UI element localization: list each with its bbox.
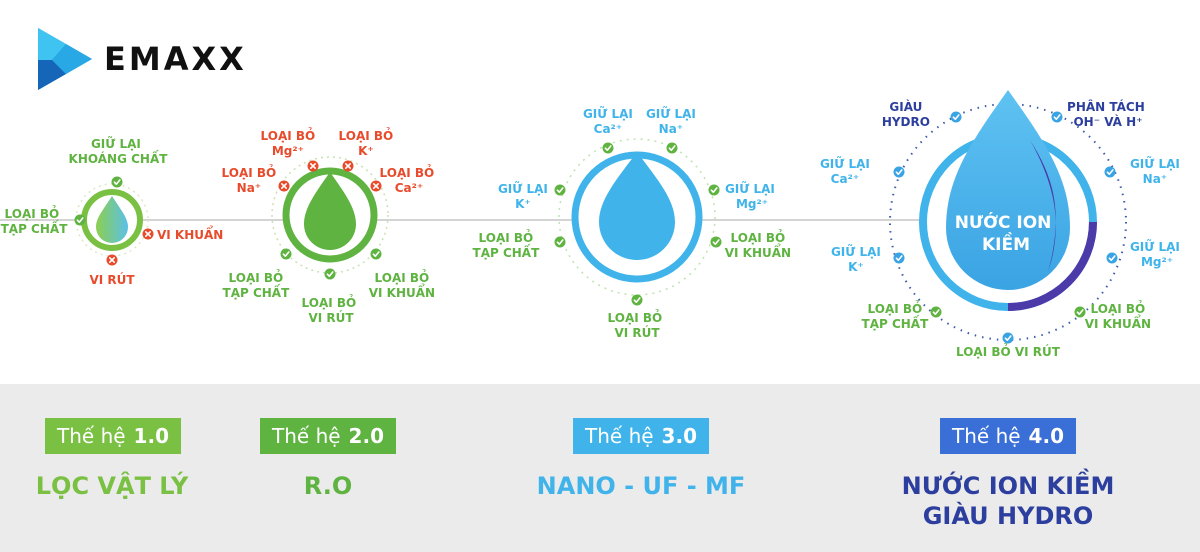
gen4-drop-icon xyxy=(946,90,1070,290)
gen2-mg-label: LOẠI BỎ xyxy=(261,127,316,143)
svg-text:LOẠI BỎ Mg²⁺ LOẠI: LOẠI BỎ Mg²⁺ LOẠI BỎ K⁺ LOẠI BỎ Na⁺ LOẠI… xyxy=(222,127,439,195)
gen1-badge: Thế hệ 1.0 xyxy=(45,418,181,454)
gen4-badge: Thế hệ 4.0 xyxy=(940,418,1076,454)
gen4-na-label: GIỮ LẠI xyxy=(1130,156,1180,171)
gen4-hydro-label: GIÀU xyxy=(889,99,922,114)
gen2-drop-icon xyxy=(304,172,356,250)
check-icon xyxy=(710,236,722,248)
gen1-stage: GIỮ LẠI KHOÁNG CHẤT LOẠI BỎ TẠP CHẤT VI … xyxy=(1,136,224,287)
gen2-stage: LOẠI BỎ Mg²⁺ LOẠI BỎ K⁺ LOẠI BỎ Na⁺ LOẠI… xyxy=(222,127,440,325)
check-icon xyxy=(1051,111,1063,123)
check-icon xyxy=(554,184,566,196)
gen4-name: NƯỚC ION KIỀM GIÀU HYDRO xyxy=(901,472,1115,530)
gen4-mg-label: GIỮ LẠI xyxy=(1130,239,1180,254)
gen4-ca-label: GIỮ LẠI xyxy=(820,156,870,171)
svg-text:GIỮ LẠI Ca²⁺ GIỮ L: GIỮ LẠI Ca²⁺ GIỮ LẠI Na⁺ GIỮ LẠI K⁺ GIỮ … xyxy=(820,156,1184,274)
check-icon xyxy=(950,111,962,123)
check-icon xyxy=(1104,166,1116,178)
cross-icon xyxy=(307,160,319,172)
gen4-k-label: GIỮ LẠI xyxy=(831,244,881,259)
svg-text:LOẠI BỎ TẠP CHẤT L: LOẠI BỎ TẠP CHẤT LOẠI BỎ VI KHUẨN LOẠI B… xyxy=(223,269,440,325)
gen4-tap-label: LOẠI BỎ xyxy=(868,300,923,316)
gen3-vk-label: LOẠI BỎ xyxy=(731,229,786,245)
gen3-name: NANO - UF - MF xyxy=(536,472,746,500)
svg-text:LOẠI BỎ TẠP CHẤT: LOẠI BỎ TẠP CHẤT xyxy=(1,205,69,236)
check-icon xyxy=(1106,252,1118,264)
gen2-vk-label: LOẠI BỎ xyxy=(375,269,430,285)
emaxx-logo-icon xyxy=(38,28,92,90)
gen4-vk-label: LOẠI BỎ xyxy=(1091,300,1146,316)
check-icon xyxy=(74,214,86,226)
generation-band xyxy=(0,384,1200,552)
svg-text:NƯỚC ION KIỀM: NƯỚC ION KIỀM xyxy=(955,211,1058,255)
gen1-bottom-label: VI RÚT xyxy=(89,272,135,287)
gen1-left-label: LOẠI BỎ xyxy=(5,205,60,221)
check-icon xyxy=(1074,306,1086,318)
cross-icon xyxy=(106,254,118,266)
check-icon xyxy=(631,294,643,306)
gen2-na-label: LOẠI BỎ xyxy=(222,164,277,180)
gen4-vr-label: LOẠI BỎ VI RÚT xyxy=(956,343,1061,359)
gen4-center-label: NƯỚC ION xyxy=(955,211,1052,233)
gen1-top-label: GIỮ LẠI xyxy=(91,136,141,151)
check-icon xyxy=(554,236,566,248)
check-icon xyxy=(602,142,614,154)
gen3-mg-label: GIỮ LẠI xyxy=(725,181,775,196)
gen2-tap-label: LOẠI BỎ xyxy=(229,269,284,285)
cross-icon xyxy=(278,180,290,192)
cross-icon xyxy=(342,160,354,172)
gen1-right-label: VI KHUẨN xyxy=(157,225,223,242)
gen3-ca-label: GIỮ LẠI xyxy=(583,106,633,121)
check-icon xyxy=(708,184,720,196)
check-icon xyxy=(893,252,905,264)
gen3-vr-label: LOẠI BỎ xyxy=(608,309,663,325)
gen3-drop-icon xyxy=(599,152,675,260)
check-icon xyxy=(1002,332,1014,344)
gen2-k-label: LOẠI BỎ xyxy=(339,127,394,143)
gen1-name: LỌC VẬT LÝ xyxy=(35,472,189,500)
cross-icon xyxy=(142,228,154,240)
logo: EMAXX xyxy=(36,26,247,92)
gen4-stage: NƯỚC ION KIỀM GIÀU HYDRO PHÂN TÁCH OH⁻ V… xyxy=(820,90,1184,359)
gen3-na-label: GIỮ LẠI xyxy=(646,106,696,121)
svg-text:LOẠI BỎ TẠP CHẤT L: LOẠI BỎ TẠP CHẤT LOẠI BỎ VI KHUẨN LOẠI B… xyxy=(473,229,796,340)
svg-text:LOẠI BỎ TẠP CHẤT L: LOẠI BỎ TẠP CHẤT LOẠI BỎ VI KHUẨN LOẠI B… xyxy=(862,300,1156,359)
check-icon xyxy=(930,306,942,318)
svg-text:GIÀU HYDRO PHÂN TÁ: GIÀU HYDRO PHÂN TÁCH OH⁻ VÀ H⁺ xyxy=(882,99,1149,129)
check-icon xyxy=(280,248,292,260)
check-icon xyxy=(893,166,905,178)
gen3-stage: GIỮ LẠI Ca²⁺ GIỮ LẠI Na⁺ GIỮ LẠI K⁺ GIỮ … xyxy=(473,106,796,340)
gen2-vr-label: LOẠI BỎ xyxy=(302,294,357,310)
check-icon xyxy=(666,142,678,154)
gen2-badge: Thế hệ 2.0 xyxy=(260,418,396,454)
svg-text:GIỮ LẠI KHOÁNG CHẤT: GIỮ LẠI KHOÁNG CHẤT xyxy=(69,136,169,166)
gen2-ca-label: LOẠI BỎ xyxy=(380,164,435,180)
gen3-badge: Thế hệ 3.0 xyxy=(573,418,709,454)
logo-text: EMAXX xyxy=(104,40,247,78)
svg-text:GIỮ LẠI Ca²⁺ GIỮ L: GIỮ LẠI Ca²⁺ GIỮ LẠI Na⁺ GIỮ LẠI K⁺ GIỮ … xyxy=(498,106,779,211)
check-icon xyxy=(324,268,336,280)
cross-icon xyxy=(370,180,382,192)
gen3-tap-label: LOẠI BỎ xyxy=(479,229,534,245)
check-icon xyxy=(111,176,123,188)
check-icon xyxy=(370,248,382,260)
gen4-split-label: PHÂN TÁCH xyxy=(1067,99,1145,114)
gen1-drop-icon xyxy=(96,196,128,243)
gen2-name: R.O xyxy=(303,472,353,500)
gen3-k-label: GIỮ LẠI xyxy=(498,181,548,196)
